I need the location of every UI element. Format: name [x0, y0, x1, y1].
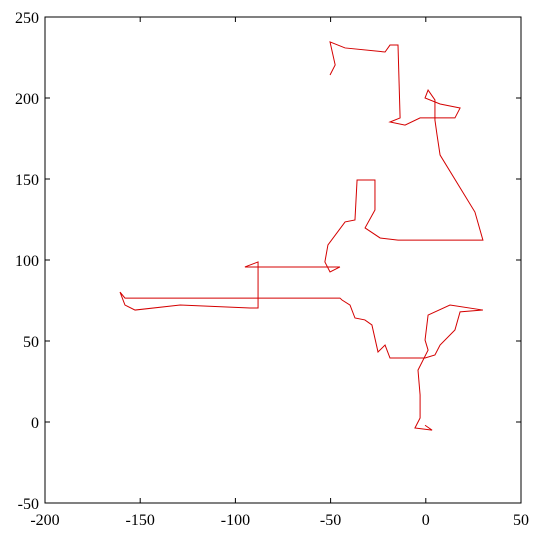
x-tick-label: -100: [221, 512, 250, 529]
walk-line: [119, 41, 484, 431]
y-tick-label: 200: [15, 91, 39, 108]
plot-frame: [44, 16, 522, 504]
x-tick-label: -50: [320, 512, 341, 529]
y-tick-label: 50: [23, 334, 39, 351]
x-tick-label: -150: [126, 512, 155, 529]
y-tick-label: 150: [15, 172, 39, 189]
y-tick-label: 0: [31, 415, 39, 432]
y-tick-label: 100: [15, 253, 39, 270]
x-tick-label: -200: [30, 512, 59, 529]
y-tick-label: -50: [18, 496, 39, 513]
x-tick-label: 50: [513, 512, 529, 529]
y-tick-label: 250: [15, 10, 39, 27]
x-tick-label: 0: [422, 512, 430, 529]
